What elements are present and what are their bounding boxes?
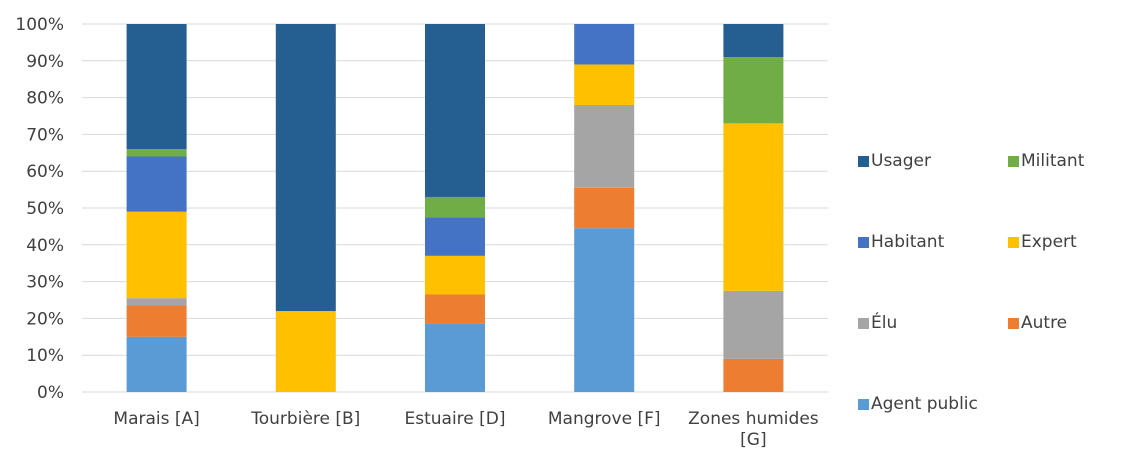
bar-segment xyxy=(425,196,485,218)
y-tick-label: 90% xyxy=(26,52,64,72)
bar-segment xyxy=(723,290,784,359)
y-tick-label: 30% xyxy=(26,273,64,293)
bar-segment xyxy=(574,64,635,105)
y-axis-ticks: 0% 10% 20% 30% 40% 50% 60% 70% 80% 90% 100% xyxy=(15,15,64,403)
y-tick-label: 20% xyxy=(26,309,64,329)
legend-swatch xyxy=(858,237,869,248)
bar-segment xyxy=(574,104,635,188)
y-tick-label: 10% xyxy=(26,346,64,366)
bar-segment xyxy=(425,217,485,256)
legend-label: Élu xyxy=(871,311,897,333)
bar-segment xyxy=(574,187,635,229)
y-tick-label: 0% xyxy=(37,383,64,403)
legend-label: Autre xyxy=(1021,313,1067,333)
legend-label: Habitant xyxy=(871,232,945,252)
y-tick-label: 100% xyxy=(15,15,64,35)
y-tick-label: 60% xyxy=(26,162,64,182)
bar-segment xyxy=(425,323,485,392)
legend-swatch xyxy=(1008,237,1019,248)
bar-segment xyxy=(425,255,485,295)
legend-item: Militant xyxy=(1008,151,1085,171)
y-tick-label: 80% xyxy=(26,89,64,109)
legend-label: Expert xyxy=(1021,232,1077,252)
x-tick-label: Estuaire [D] xyxy=(404,409,505,429)
bar-segment xyxy=(126,149,187,157)
legend: Usager Militant Habitant Expert Élu Autre Agen… xyxy=(858,151,1085,414)
bar-segment xyxy=(723,57,784,124)
bar-segment xyxy=(723,358,784,392)
bar-segment xyxy=(126,211,187,299)
legend-item: Autre xyxy=(1008,313,1067,333)
x-axis-labels: Marais [A] Tourbière [B] Estuaire [D] Mangr… xyxy=(113,409,818,450)
bars xyxy=(126,24,784,392)
y-tick-label: 70% xyxy=(26,125,64,145)
legend-label: Usager xyxy=(871,151,931,171)
bar-segment xyxy=(275,24,336,312)
x-tick-label: Tourbière [B] xyxy=(250,409,360,429)
legend-label: Militant xyxy=(1021,151,1085,171)
legend-swatch xyxy=(1008,318,1019,329)
legend-swatch xyxy=(858,399,869,410)
x-tick-label: Mangrove [F] xyxy=(548,409,661,429)
legend-item: Usager xyxy=(858,151,931,171)
bar-segment xyxy=(126,336,187,392)
legend-swatch xyxy=(858,318,869,329)
legend-swatch xyxy=(1008,156,1019,167)
bar-segment xyxy=(275,311,336,392)
legend-swatch xyxy=(858,156,869,167)
bar-segment xyxy=(723,123,784,291)
bar-segment xyxy=(574,24,635,65)
legend-label: Agent public xyxy=(871,394,978,414)
bar-segment xyxy=(425,24,485,197)
bar-segment xyxy=(723,24,784,58)
y-tick-label: 40% xyxy=(26,236,64,256)
bar-segment xyxy=(126,156,187,212)
bar-segment xyxy=(574,228,635,392)
legend-item: Expert xyxy=(1008,232,1077,252)
y-tick-label: 50% xyxy=(26,199,64,219)
legend-item: Habitant xyxy=(858,232,945,252)
legend-item: Agent public xyxy=(858,394,978,414)
bar-segment xyxy=(126,298,187,306)
bar-segment xyxy=(425,294,485,324)
bar-segment xyxy=(126,24,187,150)
x-tick-label: Zones humides [G] xyxy=(688,409,819,450)
bar-segment xyxy=(126,305,187,337)
legend-item: Élu xyxy=(858,311,897,333)
x-tick-label: Marais [A] xyxy=(113,409,199,429)
